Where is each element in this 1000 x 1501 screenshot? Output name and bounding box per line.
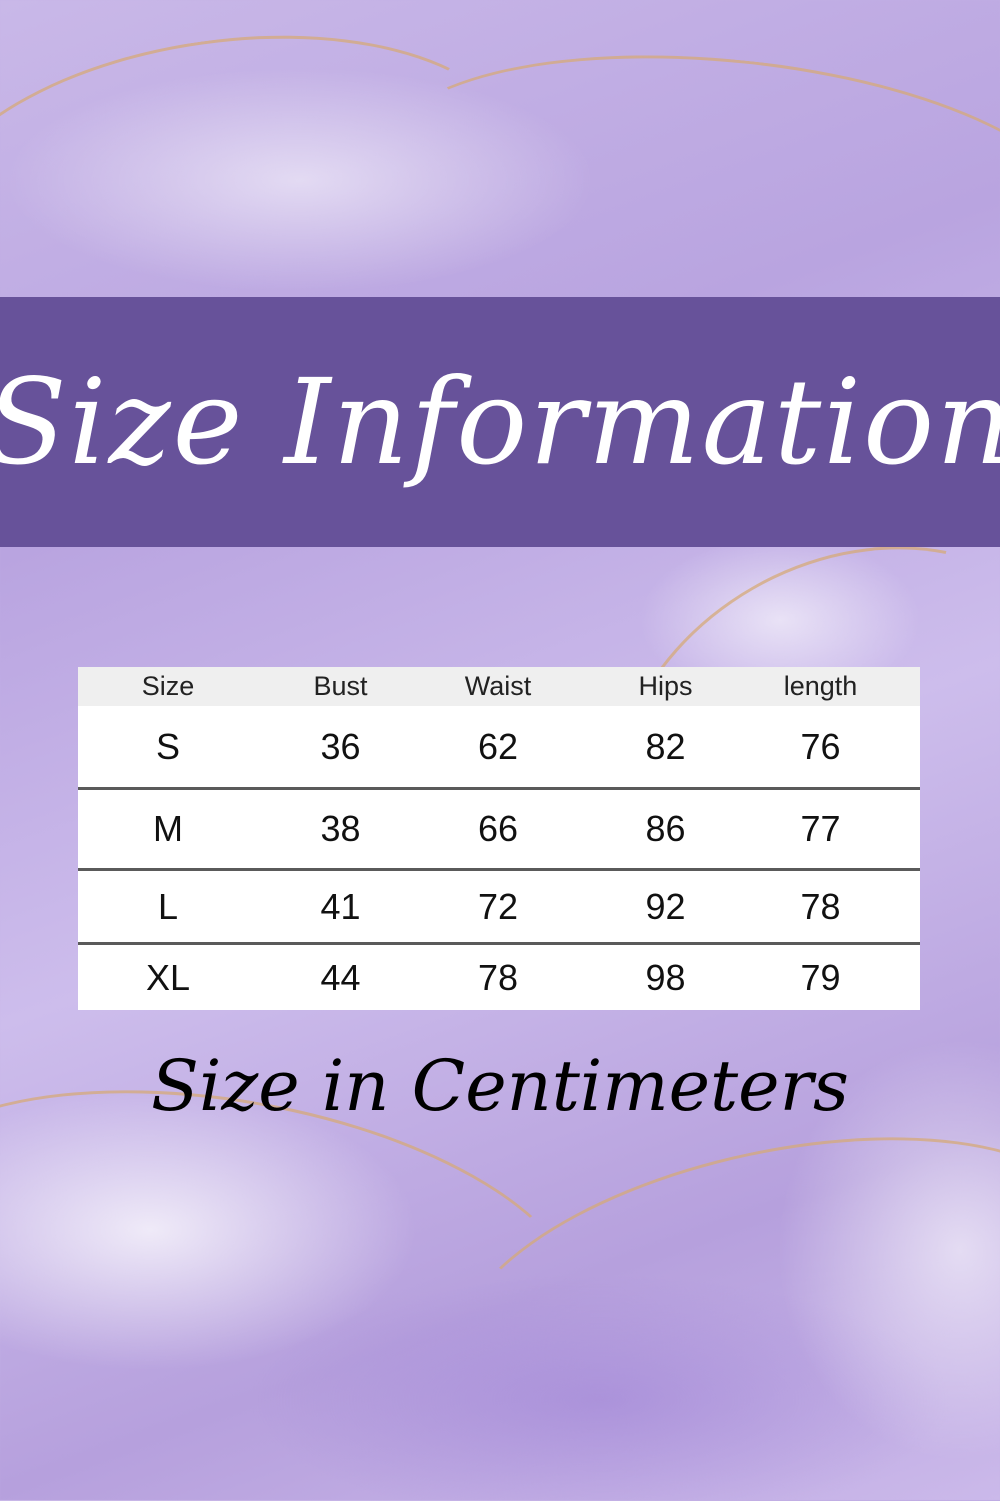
units-caption: Size in Centimeters [151,1045,849,1127]
header-hips: Hips [638,671,693,701]
cell-hips: 92 [645,885,686,927]
cell-bust: 41 [320,885,361,927]
cell-size: M [153,808,183,849]
page-title: Size Information [0,353,1000,491]
size-table: Size Bust Waist Hips length S 36 62 82 7… [78,667,920,1010]
cell-hips: 86 [645,808,686,849]
cell-bust: 36 [320,725,361,767]
cell-hips: 98 [645,956,686,998]
gold-vein [427,1084,1000,1501]
title-banner: Size Information [0,297,1000,547]
cell-size: S [155,725,180,767]
cell-waist: 78 [477,956,519,998]
table-row: M 38 66 86 77 [78,787,920,868]
cell-waist: 72 [477,885,519,927]
cell-length: 77 [800,808,841,849]
cell-waist: 62 [477,725,519,767]
cell-length: 79 [800,956,841,998]
cell-length: 78 [800,885,841,927]
header-size: Size [141,671,195,701]
table-row: L 41 72 92 78 [78,868,920,942]
table-row: XL 44 78 98 79 [78,942,920,1010]
table-row: S 36 62 82 76 [78,706,920,787]
cell-size: XL [145,956,191,998]
header-bust: Bust [313,671,368,701]
cell-size: L [157,885,179,927]
header-waist: Waist [464,671,532,701]
cell-length: 76 [800,725,841,767]
cell-bust: 38 [320,808,361,849]
cell-hips: 82 [645,725,686,767]
cell-bust: 44 [320,956,361,998]
header-length: length [783,671,858,701]
cell-waist: 66 [477,808,519,849]
table-header-row: Size Bust Waist Hips length [78,667,920,706]
